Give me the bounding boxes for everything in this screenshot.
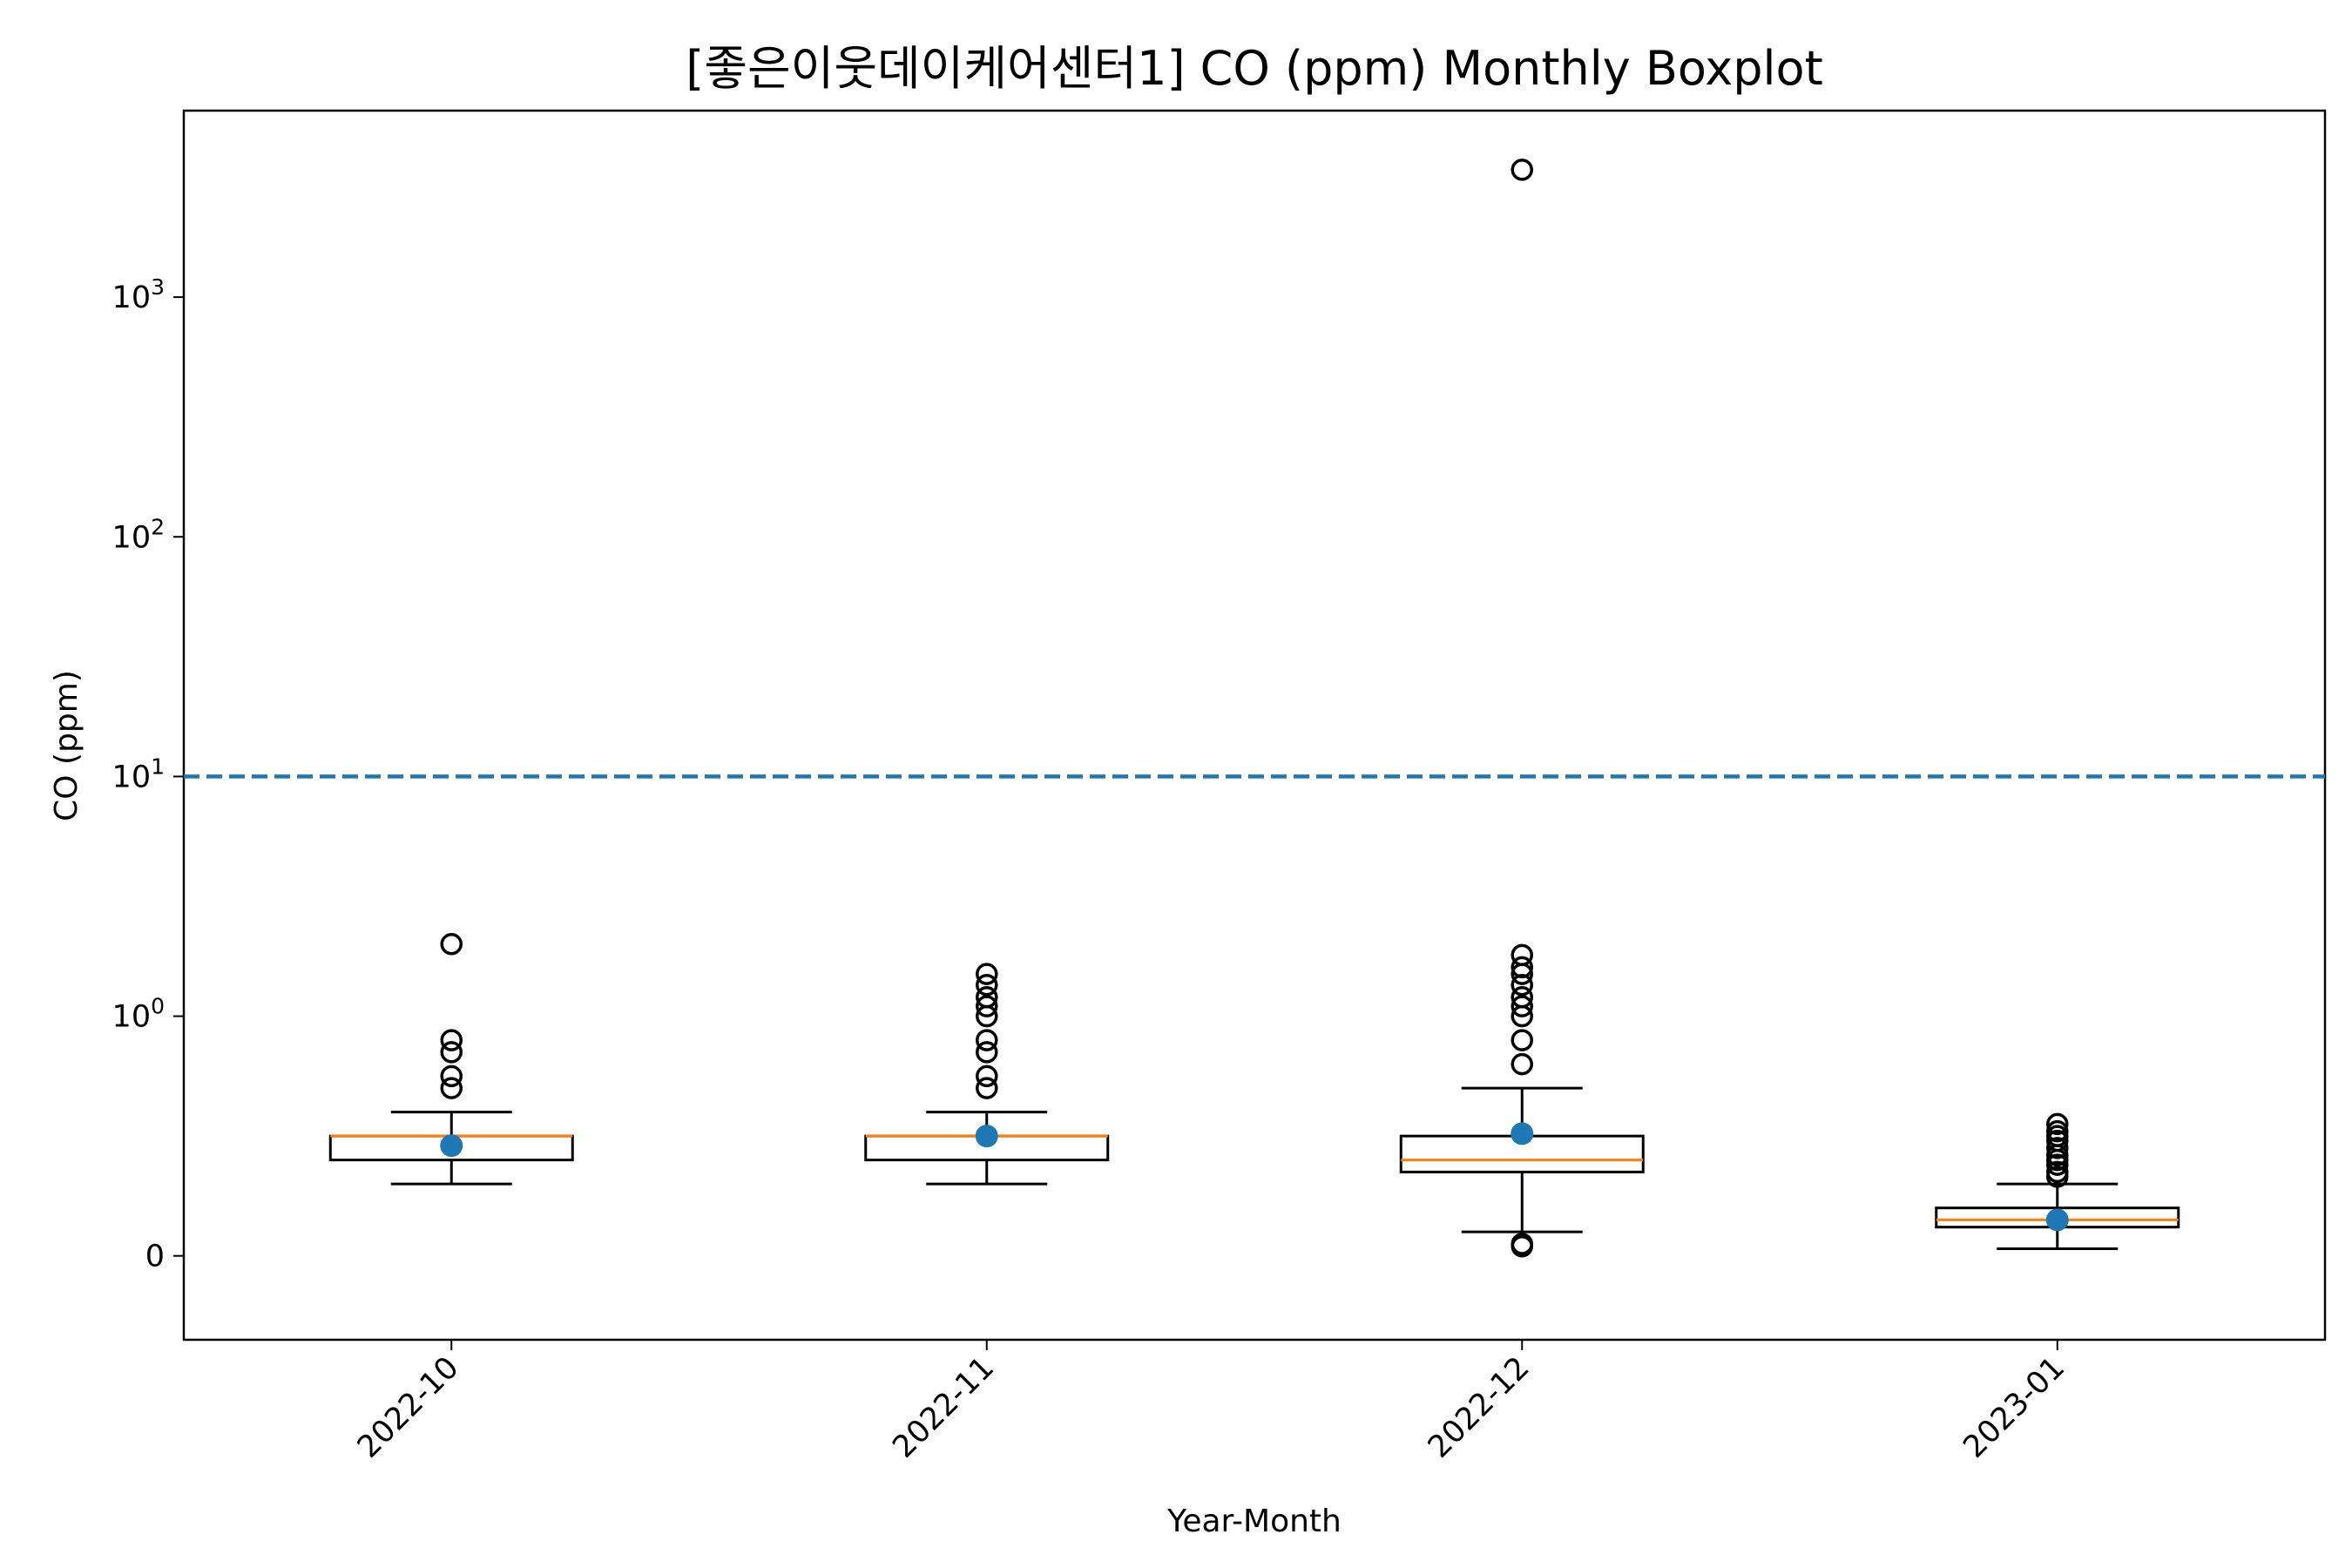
- x-tick-label: 2023-01: [1957, 1350, 2072, 1465]
- outlier-point: [976, 1064, 998, 1088]
- outlier-point: [440, 1064, 463, 1088]
- outlier-point: [976, 963, 998, 985]
- chart-title: [좋은이웃데이케어센터1] CO (ppm) Monthly Boxplot: [686, 41, 1823, 96]
- outlier-point: [1511, 159, 1533, 181]
- outlier-point: [440, 1029, 463, 1051]
- outlier-point: [1511, 1052, 1533, 1076]
- outlier-point: [976, 1004, 998, 1028]
- outlier-point: [976, 1029, 998, 1051]
- outlier-point: [1511, 973, 1533, 997]
- outlier-point: [976, 1041, 998, 1064]
- outlier-point: [440, 1041, 463, 1064]
- y-tick-label: 0: [145, 1240, 165, 1274]
- outlier-point: [976, 1077, 998, 1099]
- mean-marker: [975, 1125, 998, 1148]
- y-tick-label: 102: [112, 514, 165, 555]
- plot-area: 0 100 101 102 103 2022-10 2022-11 2022-12 2023-0…: [112, 109, 2327, 1465]
- y-axis-label: CO (ppm): [49, 670, 84, 821]
- mean-marker: [440, 1134, 463, 1158]
- outlier-point: [2046, 1137, 2069, 1159]
- outlier-point: [976, 973, 998, 997]
- outlier-point: [1511, 995, 1533, 1017]
- x-tick-label: 2022-12: [1422, 1350, 1537, 1465]
- outlier-point: [440, 1077, 463, 1099]
- x-tick-label: 2022-11: [886, 1350, 1001, 1465]
- outlier-point: [1511, 1004, 1533, 1028]
- outlier-point: [1511, 1029, 1533, 1051]
- outlier-point: [976, 995, 998, 1017]
- y-tick-label: 103: [112, 274, 165, 315]
- y-tick-label: 101: [112, 754, 165, 794]
- axes-frame: [182, 109, 2327, 1342]
- x-axis-label: Year-Month: [1166, 1504, 1342, 1539]
- outlier-point: [2046, 1112, 2069, 1136]
- outlier-point: [1511, 963, 1533, 985]
- y-tick-label: 100: [112, 994, 165, 1035]
- outlier-point: [1511, 1234, 1533, 1258]
- mean-marker: [2045, 1208, 2069, 1232]
- mean-marker: [1511, 1122, 1534, 1146]
- outlier-point: [2046, 1153, 2069, 1176]
- outlier-point: [2046, 1166, 2069, 1188]
- x-tick-label: 2022-10: [351, 1350, 466, 1465]
- outlier-point: [440, 932, 463, 956]
